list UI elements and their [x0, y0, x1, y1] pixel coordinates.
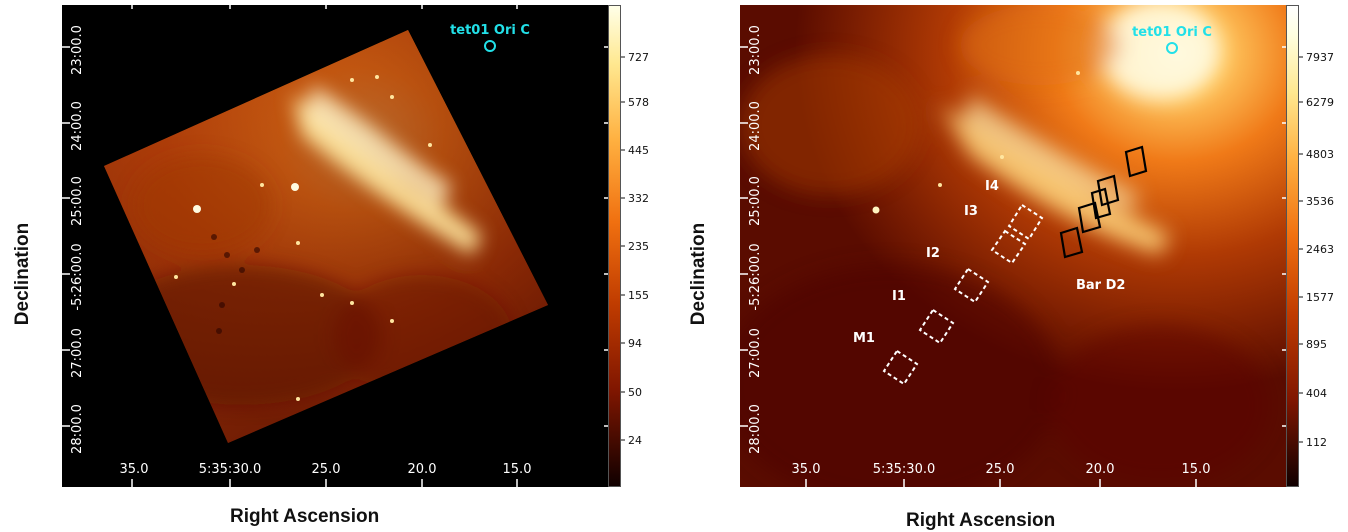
right-cb-tick-4: 3536: [1306, 195, 1334, 208]
left-cb-tick-4: 332: [628, 192, 649, 205]
left-image: 23:00.0 24:00.0 25:00.0 -5:26:00.0 27:00…: [62, 5, 608, 487]
right-cb-tick-3: 4803: [1306, 148, 1334, 161]
right-cb-tick-7: 895: [1306, 338, 1327, 351]
left-cb-tick-3: 445: [628, 144, 649, 157]
bar-d2-box-2: [1077, 201, 1102, 234]
right-cb-tick-6: 1577: [1306, 291, 1334, 304]
right-ra-tick-1: 35.0: [792, 462, 821, 477]
left-ra-tick-5: 15.0: [503, 462, 532, 477]
right-dec-tick-5: 27:00.0: [748, 328, 763, 378]
left-dec-tick-2: 24:00.0: [70, 101, 85, 151]
right-cb-tick-8: 404: [1306, 387, 1327, 400]
left-ra-tick-2: 5:35:30.0: [199, 462, 262, 477]
label-m1: M1: [853, 331, 875, 346]
right-cb-tick-2: 6279: [1306, 96, 1334, 109]
right-ra-tick-2: 5:35:30.0: [873, 462, 936, 477]
right-colorbar: [1286, 5, 1299, 487]
left-dec-tick-5: 27:00.0: [70, 328, 85, 378]
left-colorbar: [608, 5, 621, 487]
left-cb-tick-7: 94: [628, 337, 642, 350]
left-dec-tick-3: 25:00.0: [70, 176, 85, 226]
bar-d2-regions: [1059, 145, 1148, 259]
right-dec-tick-1: 23:00.0: [748, 25, 763, 75]
region-box-i2: [953, 267, 990, 304]
left-cb-tick-2: 578: [628, 96, 649, 109]
right-cb-tick-5: 2463: [1306, 243, 1334, 256]
right-tick-marks: [740, 46, 1286, 487]
label-i1: I1: [892, 289, 906, 304]
label-i2: I2: [926, 246, 940, 261]
bar-d2-box-1: [1059, 226, 1084, 259]
left-cb-tick-6: 155: [628, 289, 649, 302]
right-xlabel: Right Ascension: [906, 510, 1056, 531]
left-tick-marks: [62, 5, 608, 487]
dashed-regions: [882, 203, 1044, 386]
right-dec-tick-3: 25:00.0: [748, 176, 763, 226]
right-ra-tick-3: 25.0: [986, 462, 1015, 477]
right-colorbar-ticks: 7937 6279 4803 3536 2463 1577 895 404 11…: [1299, 51, 1334, 449]
right-ylabel: Declination: [688, 222, 709, 326]
left-dec-tick-1: 23:00.0: [70, 25, 85, 75]
right-star-marker: [1166, 42, 1178, 54]
right-image: 23:00.0 24:00.0 25:00.0 -5:26:00.0 27:00…: [740, 5, 1286, 487]
region-box-i1: [918, 308, 955, 345]
right-cb-tick-1: 7937: [1306, 51, 1334, 64]
region-box-m1: [882, 349, 919, 386]
left-ra-tick-4: 20.0: [408, 462, 437, 477]
left-ra-tick-3: 25.0: [312, 462, 341, 477]
left-nebula-field: [104, 30, 548, 443]
right-panel: Declination Right Ascension: [674, 0, 1348, 531]
left-dec-tick-4: -5:26:00.0: [70, 243, 85, 310]
left-cb-tick-1: 727: [628, 51, 649, 64]
left-star-label: tet01 Ori C: [450, 23, 530, 38]
right-image-svg: 23:00.0 24:00.0 25:00.0 -5:26:00.0 27:00…: [740, 5, 1286, 487]
bar-d2-box-5: [1124, 145, 1148, 178]
bar-d2-box-4: [1096, 174, 1120, 207]
right-cb-tick-9: 112: [1306, 436, 1327, 449]
left-image-svg: 23:00.0 24:00.0 25:00.0 -5:26:00.0 27:00…: [62, 5, 608, 487]
left-ylabel: Declination: [12, 222, 33, 326]
label-bar-d2: Bar D2: [1076, 278, 1125, 293]
region-box-i3: [990, 229, 1027, 265]
right-ra-tick-5: 15.0: [1182, 462, 1211, 477]
label-i4: I4: [985, 179, 999, 194]
left-colorbar-ticks: 727 578 445 332 235 155 94 50 24: [621, 51, 649, 447]
left-cb-tick-9: 24: [628, 434, 642, 447]
label-i3: I3: [964, 204, 978, 219]
left-star-marker: [484, 40, 496, 52]
right-dec-tick-2: 24:00.0: [748, 101, 763, 151]
left-ra-tick-1: 35.0: [120, 462, 149, 477]
region-box-i4: [1007, 203, 1044, 241]
left-xlabel: Right Ascension: [230, 506, 380, 527]
right-star-label: tet01 Ori C: [1132, 25, 1212, 40]
left-cb-tick-8: 50: [628, 386, 642, 399]
right-ra-tick-4: 20.0: [1086, 462, 1115, 477]
right-dec-tick-4: -5:26:00.0: [748, 243, 763, 310]
right-dec-tick-6: 28:00.0: [748, 404, 763, 454]
left-dec-tick-6: 28:00.0: [70, 404, 85, 454]
left-panel: Declination Right Ascension: [0, 0, 674, 531]
left-cb-tick-5: 235: [628, 240, 649, 253]
